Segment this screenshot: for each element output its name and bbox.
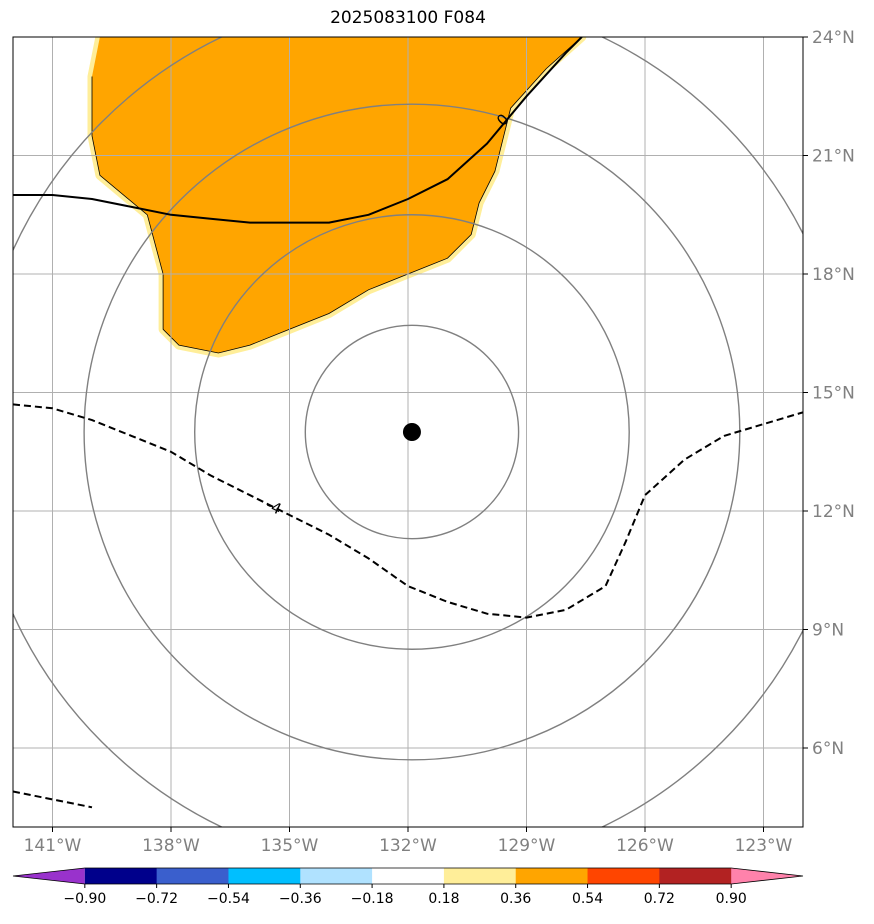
colorbar-tick-label: −0.36 [279,891,322,907]
colorbar-segment [84,868,158,884]
colorbar-tick-label: −0.90 [63,891,106,907]
colorbar-tick-label: −0.54 [207,891,250,907]
colorbar-segment [372,868,445,884]
colorbar-tick-label: −0.72 [135,891,178,907]
contour-line [13,37,583,224]
y-tick-label: 12°N [812,502,855,522]
x-tick-label: 126°W [616,836,674,856]
contour-label: -4 [263,496,284,519]
x-tick-label: 132°W [379,836,437,856]
colorbar-extend-low [13,868,85,884]
colorbar-tick-label: 0.54 [572,891,603,907]
colorbar-tick-label: 0.36 [500,891,531,907]
range-ring [194,214,630,650]
y-tick-label: 15°N [812,384,855,404]
y-tick-label: 9°N [812,621,844,641]
colorbar-segment [587,868,660,884]
colorbar-tick-label: −0.18 [351,891,394,907]
colorbar-tick-label: 0.90 [716,891,747,907]
storm-center-marker [402,423,421,441]
x-tick-label: 141°W [24,836,82,856]
range-ring [304,324,520,540]
x-tick-label: 138°W [142,836,200,856]
colorbar-segment [228,868,301,884]
chart-title: 2025083100 F084 [330,8,486,28]
colorbar-segment [156,868,229,884]
x-tick-label: 123°W [735,836,793,856]
colorbar-segment [443,868,517,884]
y-tick-label: 6°N [812,739,844,759]
colorbar-extend-high [731,868,803,884]
colorbar-tick-label: 0.72 [644,891,675,907]
colorbar-segment [515,868,589,884]
y-tick-label: 24°N [812,28,855,48]
y-tick-label: 18°N [812,265,855,285]
shaded-region-outline [91,37,583,354]
x-tick-label: 135°W [261,836,319,856]
x-tick-label: 129°W [498,836,556,856]
contour-line [13,790,93,809]
colorbar-tick-label: 0.18 [428,891,459,907]
colorbar-segment [659,868,732,884]
y-tick-label: 21°N [812,147,855,167]
contour-line [13,403,803,619]
colorbar-segment [300,868,373,884]
